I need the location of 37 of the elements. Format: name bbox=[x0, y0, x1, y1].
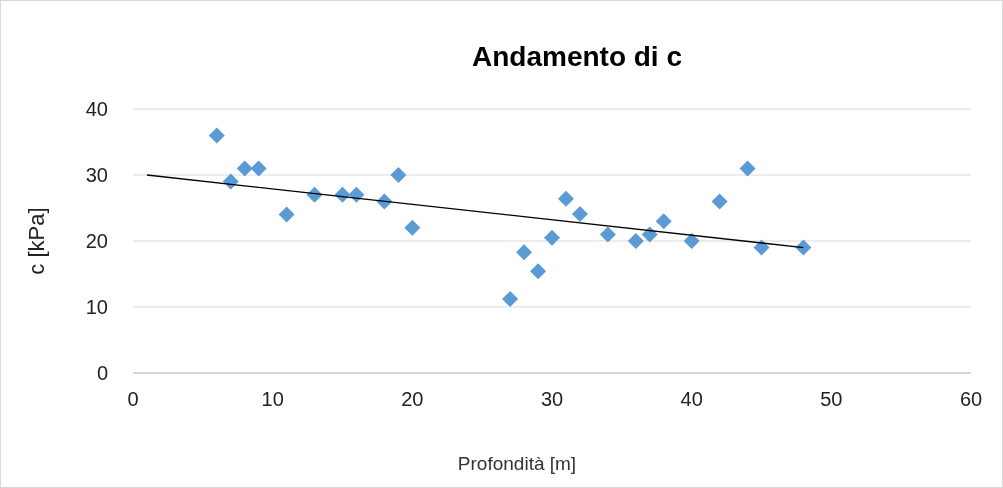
x-tick-label: 20 bbox=[401, 388, 424, 410]
point bbox=[544, 229, 560, 246]
y-tick-label: 10 bbox=[85, 296, 108, 318]
y-axis-title: c [kPa] bbox=[24, 207, 49, 275]
x-tick-label: 50 bbox=[820, 388, 843, 410]
point bbox=[250, 160, 267, 177]
point bbox=[236, 160, 253, 177]
y-tick-label: 30 bbox=[85, 164, 108, 186]
point bbox=[390, 167, 407, 183]
point bbox=[683, 233, 700, 249]
y-tick-label: 40 bbox=[85, 98, 108, 120]
point bbox=[530, 263, 547, 280]
point bbox=[571, 205, 588, 222]
point bbox=[711, 193, 728, 210]
point bbox=[208, 127, 225, 144]
x-tick-label: 30 bbox=[540, 388, 564, 410]
point bbox=[502, 291, 519, 308]
x-tick-label: 0 bbox=[127, 388, 139, 410]
point bbox=[557, 190, 574, 207]
y-tick-label: 20 bbox=[85, 230, 108, 252]
chart-title: Andamento di c bbox=[471, 41, 683, 72]
x-axis-title: Profondità [m] bbox=[457, 453, 577, 474]
point bbox=[348, 186, 365, 203]
point bbox=[753, 239, 770, 256]
point bbox=[599, 226, 616, 243]
point bbox=[655, 213, 672, 230]
point bbox=[278, 206, 295, 223]
point bbox=[641, 226, 658, 243]
point bbox=[404, 219, 421, 236]
x-tick-label: 60 bbox=[959, 388, 983, 410]
x-tick-label: 40 bbox=[680, 388, 703, 410]
x-tick-label: 10 bbox=[261, 388, 284, 410]
y-tick-label: 0 bbox=[96, 362, 108, 384]
point bbox=[516, 244, 533, 261]
point bbox=[627, 233, 644, 249]
point bbox=[739, 160, 756, 177]
point bbox=[795, 239, 812, 256]
